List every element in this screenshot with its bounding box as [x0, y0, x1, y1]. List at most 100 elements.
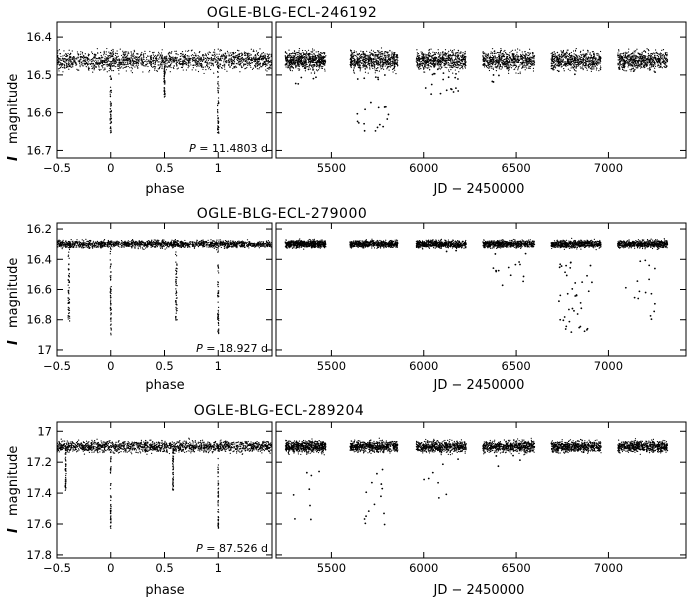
data-point: [426, 67, 428, 69]
data-point: [485, 65, 488, 67]
data-point: [182, 53, 184, 55]
eclipse-point: [356, 120, 359, 123]
data-point: [364, 63, 367, 65]
data-point: [148, 59, 150, 61]
data-point: [377, 57, 379, 59]
eclipse-point: [436, 68, 439, 71]
data-point: [289, 66, 291, 68]
data-point: [369, 63, 371, 65]
data-point: [230, 54, 232, 57]
data-point: [112, 48, 114, 51]
data-point: [361, 62, 363, 64]
data-point: [237, 53, 239, 55]
data-point: [594, 56, 596, 58]
data-point: [598, 63, 600, 65]
data-point: [253, 58, 255, 60]
eclipse-point: [163, 69, 165, 71]
data-point: [292, 57, 294, 59]
data-point: [202, 66, 205, 68]
data-point: [68, 63, 71, 65]
data-point: [316, 70, 319, 72]
data-point: [63, 64, 65, 66]
data-point: [522, 65, 524, 68]
data-point: [514, 56, 516, 58]
data-point: [497, 64, 499, 66]
data-point: [428, 49, 430, 52]
data-point: [370, 53, 372, 55]
data-point: [320, 54, 322, 57]
data-point: [264, 53, 266, 55]
data-point: [153, 51, 155, 53]
data-point: [150, 56, 152, 58]
data-point: [257, 52, 259, 54]
data-point: [424, 53, 426, 55]
data-point: [124, 63, 126, 65]
data-point: [238, 63, 240, 66]
data-point: [451, 60, 454, 62]
data-point: [144, 53, 146, 55]
data-point: [125, 61, 127, 63]
data-point: [197, 58, 200, 60]
data-point: [202, 58, 204, 61]
data-point: [123, 63, 125, 65]
data-point: [463, 62, 465, 65]
data-point: [227, 52, 229, 54]
data-point: [203, 56, 205, 58]
data-point: [104, 68, 106, 70]
data-point: [263, 61, 265, 63]
data-point: [386, 68, 388, 70]
data-point: [195, 59, 197, 61]
data-point: [113, 63, 115, 65]
data-point: [443, 60, 445, 62]
data-point: [597, 60, 599, 62]
data-point: [498, 59, 500, 61]
data-point: [384, 58, 386, 60]
data-point: [446, 67, 448, 69]
data-point: [203, 72, 205, 75]
eclipse-point: [217, 97, 220, 99]
data-point: [511, 49, 514, 51]
data-point: [181, 60, 183, 62]
data-point: [256, 53, 259, 56]
data-point: [143, 56, 145, 59]
data-point: [165, 65, 167, 67]
data-point: [298, 57, 300, 59]
data-point: [375, 52, 377, 54]
data-point: [378, 57, 380, 59]
data-point: [369, 55, 371, 57]
data-point: [80, 56, 82, 58]
data-point: [188, 61, 190, 63]
data-point: [146, 61, 148, 63]
data-point: [200, 62, 203, 65]
data-point: [131, 66, 133, 68]
data-point: [173, 65, 175, 67]
eclipse-point: [110, 91, 113, 93]
data-point: [246, 66, 248, 69]
data-point: [367, 59, 369, 61]
data-point: [558, 64, 560, 67]
data-point: [456, 57, 459, 59]
data-point: [429, 54, 431, 57]
data-point: [394, 53, 396, 55]
data-point: [200, 58, 202, 60]
eclipse-point: [217, 89, 219, 91]
eclipse-point: [442, 72, 445, 75]
data-point: [88, 58, 90, 60]
data-point: [220, 60, 222, 62]
data-point: [128, 58, 130, 60]
eclipse-point: [163, 75, 166, 77]
data-point: [311, 64, 313, 66]
data-point: [124, 50, 126, 53]
eclipse-point: [163, 74, 166, 76]
data-point: [98, 57, 100, 59]
data-point: [305, 62, 308, 64]
data-point: [374, 58, 376, 60]
data-point: [555, 56, 557, 59]
data-point: [63, 50, 65, 52]
eclipse-point: [430, 93, 433, 96]
data-point: [180, 66, 183, 69]
data-point: [141, 62, 143, 64]
data-point: [391, 55, 393, 58]
data-point: [515, 65, 518, 68]
data-point: [126, 53, 128, 55]
